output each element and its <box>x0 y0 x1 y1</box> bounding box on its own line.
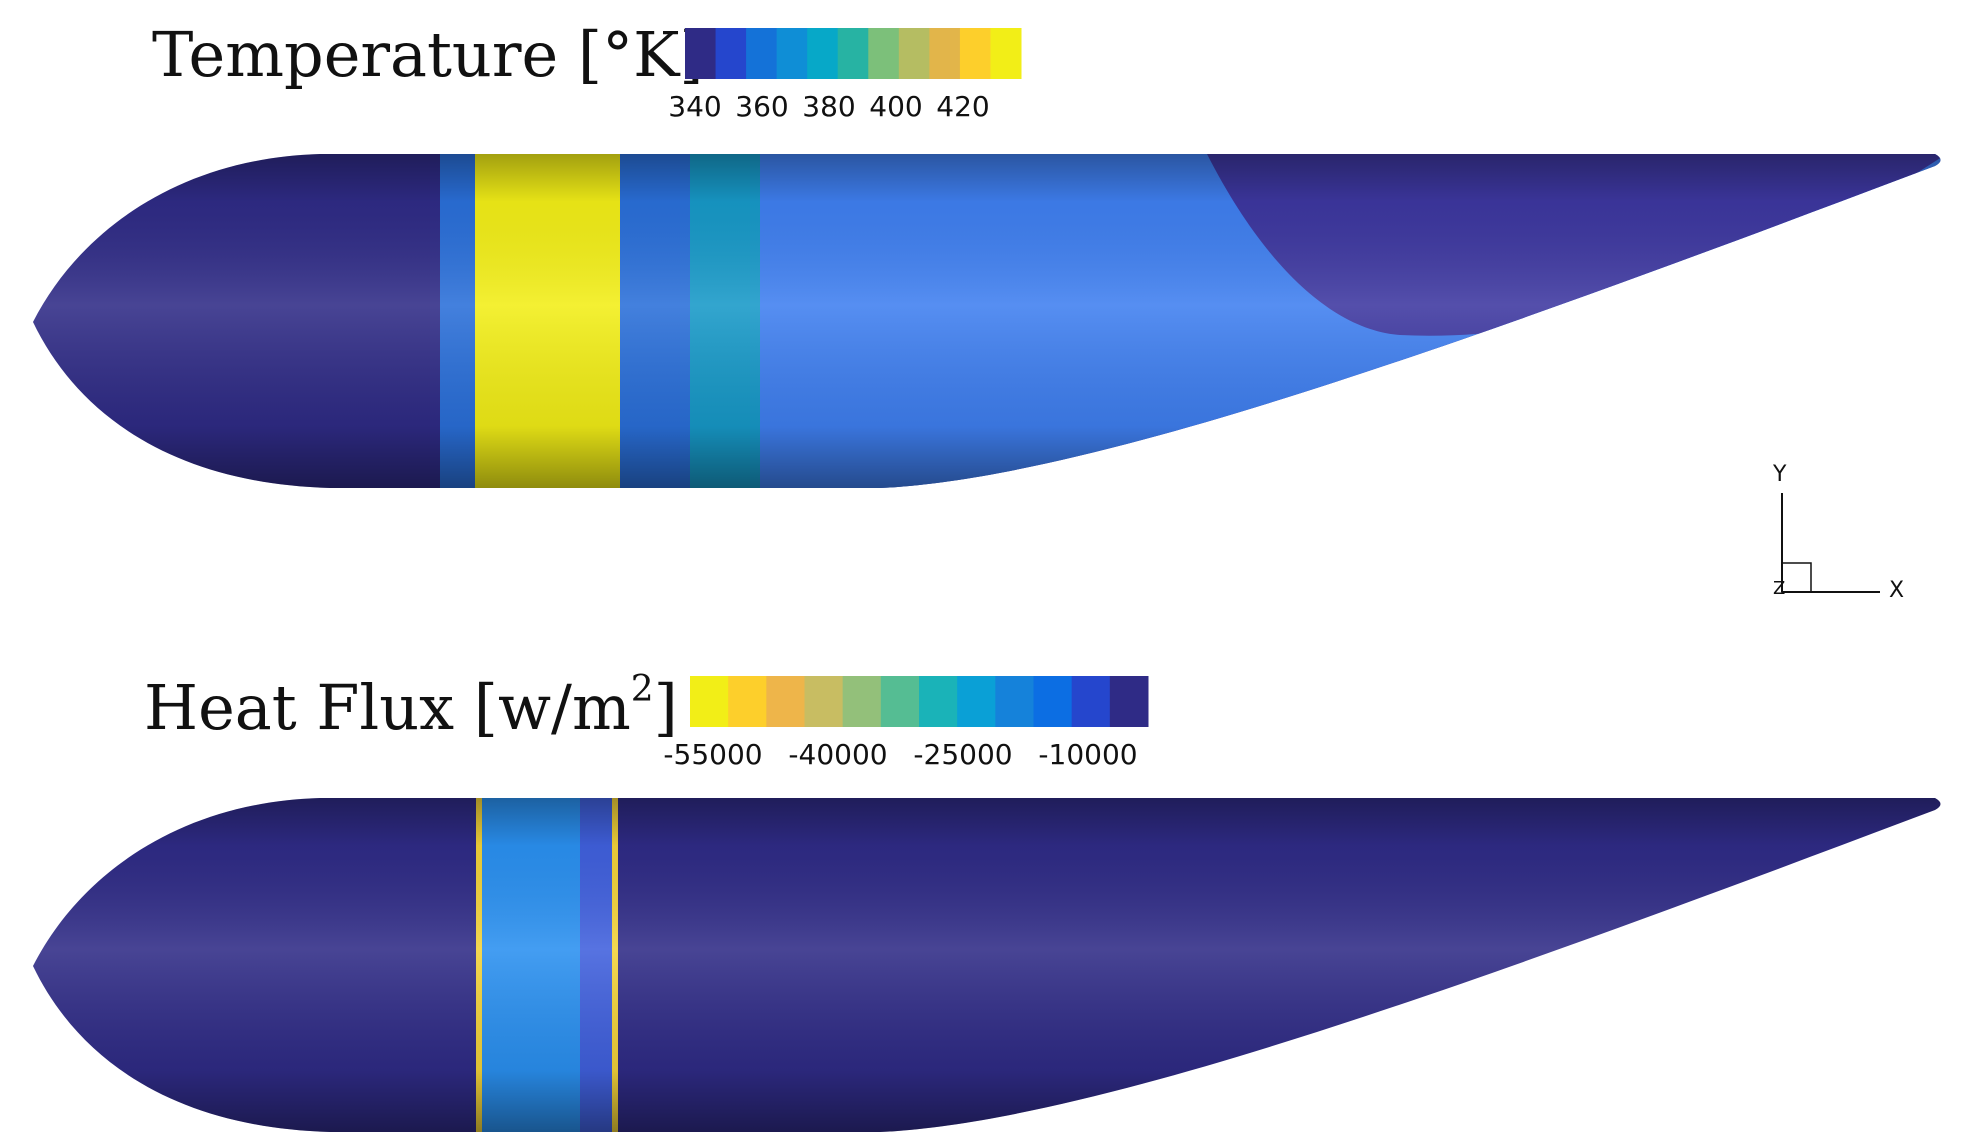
heat-flux-title-sup: 2 <box>630 669 654 710</box>
colorbar-swatch <box>746 28 778 79</box>
temperature-colorbar <box>685 28 1022 79</box>
temp-tick-360: 360 <box>735 90 789 123</box>
colorbar-swatch <box>728 676 767 727</box>
heat-flux-title: Heat Flux [w/m2] <box>144 672 678 739</box>
flux-tick-25000: -25000 <box>913 738 1013 771</box>
flux-tick-55000: -55000 <box>663 738 763 771</box>
colorbar-swatch <box>1109 676 1149 727</box>
colorbar-swatch <box>804 676 844 727</box>
shading <box>33 154 1941 488</box>
colorbar-swatch <box>957 676 996 727</box>
axes-triad <box>1781 493 1880 593</box>
heat-flux-colorbar <box>690 676 1149 727</box>
z-axis-label: Z <box>1773 578 1786 599</box>
flux-tick-10000: -10000 <box>1038 738 1138 771</box>
heat-flux-body-surface <box>33 798 1941 1132</box>
shading <box>33 798 1941 1132</box>
colorbar-swatch <box>690 676 729 727</box>
colorbar-swatch <box>990 28 1022 79</box>
colorbar-swatch <box>685 28 717 79</box>
x-axis-label: X <box>1889 578 1905 603</box>
colorbar-swatch <box>807 28 839 79</box>
colorbar-swatch <box>880 676 920 727</box>
colorbar-swatch <box>959 28 991 79</box>
colorbar-swatch <box>776 28 808 79</box>
colorbar-swatch <box>929 28 961 79</box>
z-axis-box <box>1781 562 1812 593</box>
temp-tick-340: 340 <box>668 90 722 123</box>
colorbar-swatch <box>868 28 900 79</box>
colorbar-swatch <box>898 28 930 79</box>
colorbar-swatch <box>1071 676 1111 727</box>
colorbar-swatch <box>995 676 1034 727</box>
temp-tick-400: 400 <box>869 90 923 123</box>
y-axis-label: Y <box>1773 462 1787 487</box>
colorbar-swatch <box>837 28 869 79</box>
flux-tick-40000: -40000 <box>788 738 888 771</box>
temp-tick-380: 380 <box>802 90 856 123</box>
temperature-title: Temperature [°K] <box>152 18 704 91</box>
colorbar-swatch <box>766 676 805 727</box>
colorbar-swatch <box>842 676 882 727</box>
colorbar-swatch <box>919 676 958 727</box>
heat-flux-title-end: ] <box>653 671 678 744</box>
temperature-body-surface <box>33 154 1941 488</box>
colorbar-swatch <box>1033 676 1073 727</box>
temp-tick-420: 420 <box>936 90 990 123</box>
colorbar-swatch <box>715 28 747 79</box>
heat-flux-title-main: Heat Flux [w/m <box>144 671 631 744</box>
